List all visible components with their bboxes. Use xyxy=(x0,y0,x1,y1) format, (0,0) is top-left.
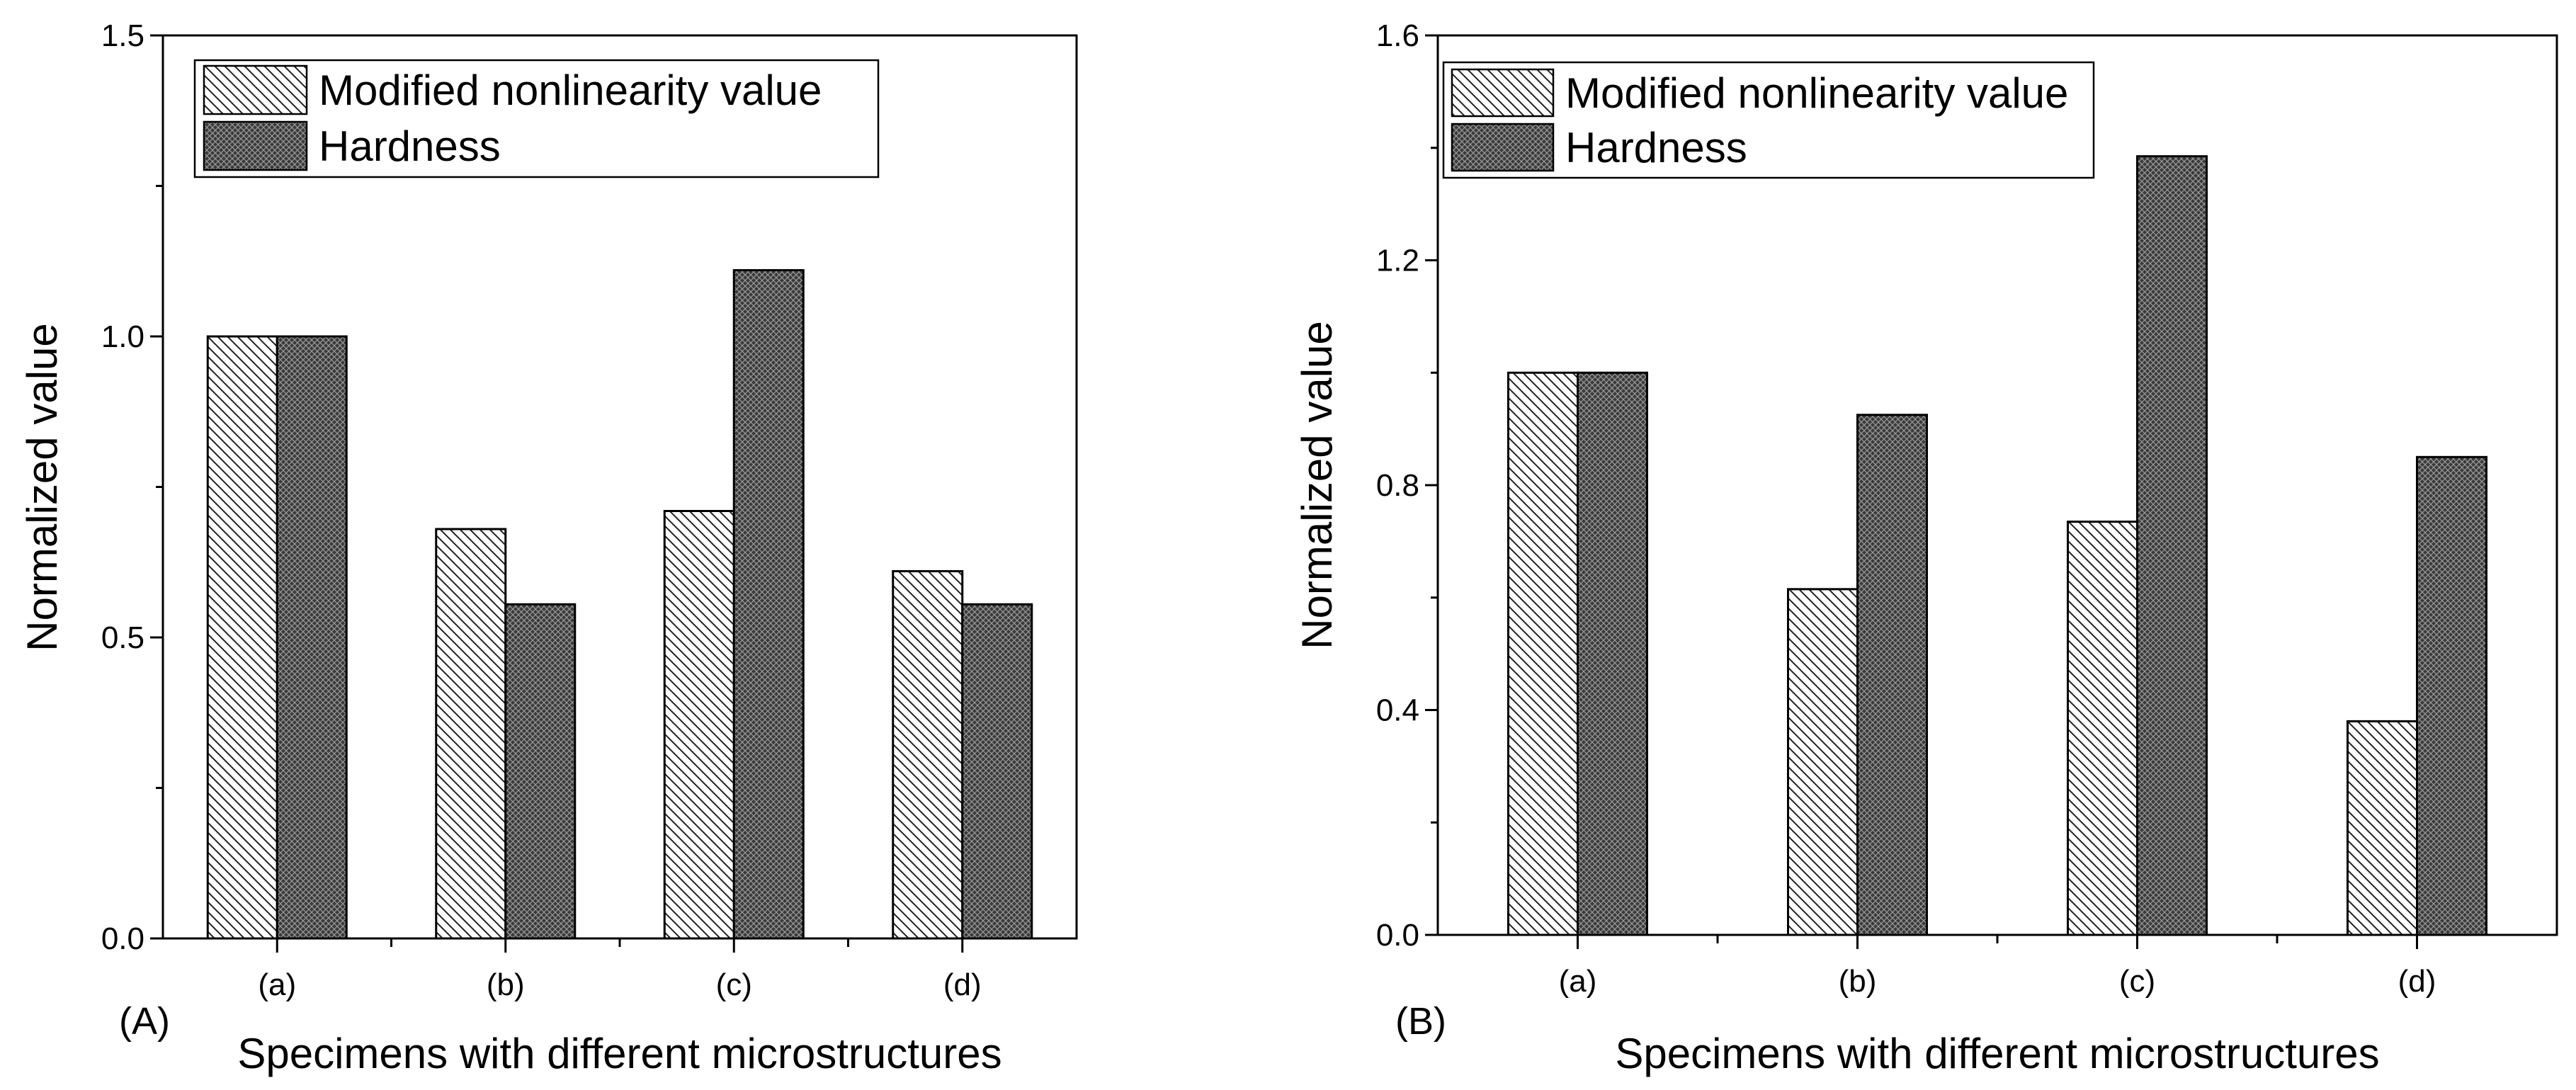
chart-b-y-tick-label: 1.2 xyxy=(1376,244,1419,278)
chart-b: 0.0 0.4 0.8 1.2 1.6 (a) (b) (c) (d) Normalized … xyxy=(1293,18,2558,1077)
chart-a-bar-nonlinearity-d xyxy=(892,570,964,940)
chart-b-legend: Modified nonlinearity value Hardness xyxy=(1442,61,2095,179)
chart-a-x-tick-label: (a) xyxy=(258,967,296,1002)
chart-a-bar-nonlinearity-b xyxy=(435,528,507,940)
chart-b-bar-nonlinearity-a xyxy=(1507,371,1579,936)
chart-b-legend-swatch-0 xyxy=(1451,68,1555,118)
chart-a-legend-swatch-0 xyxy=(203,64,308,115)
chart-a-legend-label-1: Hardness xyxy=(319,123,501,170)
chart-a-bar-hardness-d xyxy=(961,603,1033,940)
chart-b-bar-hardness-a xyxy=(1577,371,1648,936)
chart-b-panel-label: (B) xyxy=(1395,1000,1446,1043)
chart-a-y-tick-label: 1.5 xyxy=(101,18,144,53)
chart-b-x-tick-label: (b) xyxy=(1839,964,1877,999)
chart-a-legend: Modified nonlinearity value Hardness xyxy=(193,59,880,178)
chart-b-y-tick-label: 1.6 xyxy=(1376,18,1419,53)
chart-b-legend-swatch-1 xyxy=(1451,123,1555,172)
chart-b-bar-nonlinearity-b xyxy=(1787,588,1859,936)
chart-a-y-tick-label: 0.0 xyxy=(101,921,144,956)
chart-b-legend-label-0: Modified nonlinearity value xyxy=(1565,69,2068,117)
chart-b-x-tick-label: (c) xyxy=(2119,964,2155,999)
chart-a-y-tick-label: 0.5 xyxy=(101,620,144,655)
chart-b-x-tick-label: (a) xyxy=(1559,964,1597,999)
chart-b-bar-nonlinearity-d xyxy=(2347,720,2418,936)
chart-a: 0.0 0.5 1.0 1.5 (a) (b) (c) (d) Normalized val… xyxy=(18,18,1078,1077)
chart-a-x-tick-label: (c) xyxy=(716,967,752,1002)
chart-b-bar-hardness-b xyxy=(1856,414,1928,936)
chart-a-x-tick-label: (b) xyxy=(487,967,525,1002)
chart-a-bar-hardness-b xyxy=(504,603,577,940)
chart-a-bar-hardness-a xyxy=(276,335,348,940)
chart-a-bar-hardness-c xyxy=(732,269,805,940)
chart-a-legend-label-0: Modified nonlinearity value xyxy=(319,67,822,114)
chart-b-y-ticks: 0.0 0.4 0.8 1.2 1.6 xyxy=(1376,18,1438,953)
chart-b-bar-nonlinearity-c xyxy=(2067,521,2138,936)
chart-b-legend-label-1: Hardness xyxy=(1565,124,1747,171)
chart-b-x-tick-label: (d) xyxy=(2398,964,2436,999)
chart-a-bars xyxy=(206,269,1033,940)
chart-a-x-ticks: (a) (b) (c) (d) xyxy=(258,938,982,1002)
chart-a-y-ticks: 0.0 0.5 1.0 1.5 xyxy=(101,18,163,956)
chart-b-x-axis-label: Specimens with different microstructures xyxy=(1615,1030,2379,1077)
chart-b-bars xyxy=(1507,155,2487,936)
chart-b-y-tick-label: 0.4 xyxy=(1376,693,1419,728)
chart-b-y-axis-label: Normalized value xyxy=(1293,321,1341,649)
chart-b-bar-hardness-d xyxy=(2416,455,2487,936)
chart-a-bar-nonlinearity-c xyxy=(663,510,735,940)
chart-b-bar-hardness-c xyxy=(2136,155,2208,936)
chart-a-y-axis-label: Normalized value xyxy=(18,323,66,652)
chart-b-y-tick-label: 0.8 xyxy=(1376,468,1419,503)
chart-a-x-tick-label: (d) xyxy=(943,967,982,1002)
chart-a-legend-swatch-1 xyxy=(203,120,308,171)
chart-a-bar-nonlinearity-a xyxy=(206,335,278,940)
chart-a-y-tick-label: 1.0 xyxy=(101,319,144,354)
chart-a-x-axis-label: Specimens with different microstructures xyxy=(237,1030,1002,1077)
chart-b-x-ticks: (a) (b) (c) (d) xyxy=(1559,935,2436,999)
chart-a-legend-box xyxy=(193,59,880,178)
chart-b-y-tick-label: 0.0 xyxy=(1376,918,1419,953)
chart-a-panel-label: (A) xyxy=(119,1000,170,1043)
